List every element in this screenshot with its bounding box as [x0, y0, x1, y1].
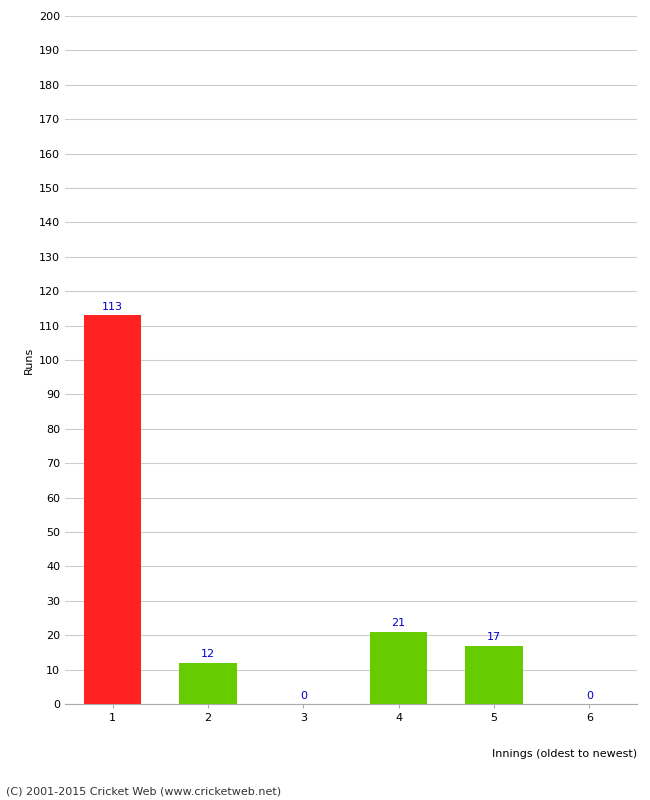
Bar [370, 632, 427, 704]
Text: Innings (oldest to newest): Innings (oldest to newest) [492, 749, 637, 758]
Bar [465, 646, 523, 704]
Text: 0: 0 [586, 690, 593, 701]
Text: 0: 0 [300, 690, 307, 701]
Text: 17: 17 [487, 632, 501, 642]
Text: 12: 12 [201, 650, 215, 659]
Text: 21: 21 [391, 618, 406, 628]
Y-axis label: Runs: Runs [23, 346, 33, 374]
Text: (C) 2001-2015 Cricket Web (www.cricketweb.net): (C) 2001-2015 Cricket Web (www.cricketwe… [6, 786, 281, 796]
Bar [84, 315, 141, 704]
Text: 113: 113 [102, 302, 123, 312]
Bar [179, 662, 237, 704]
